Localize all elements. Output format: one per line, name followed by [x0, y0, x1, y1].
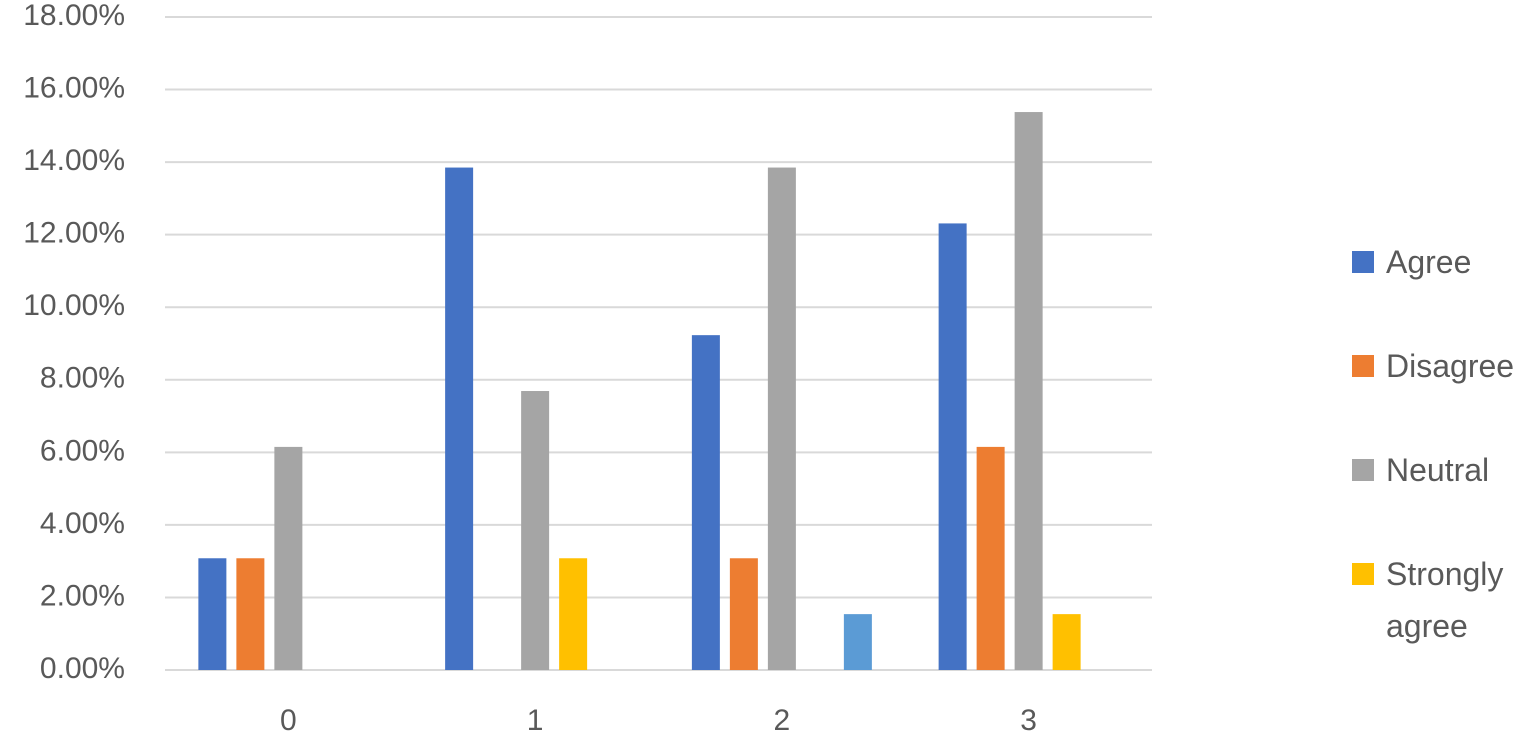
y-tick-label: 0.00%	[40, 652, 125, 685]
x-tick-label: 0	[280, 704, 297, 737]
x-tick-label: 2	[774, 704, 791, 737]
bar	[729, 558, 758, 670]
legend-item: Neutral	[1352, 444, 1535, 496]
legend-label: Agree	[1386, 244, 1472, 280]
legend-swatch	[1352, 355, 1374, 377]
y-tick-label: 14.00%	[23, 144, 125, 177]
bar	[198, 558, 227, 670]
legend-item: Disagree	[1352, 340, 1535, 392]
legend-swatch	[1352, 459, 1374, 481]
bar	[521, 391, 550, 670]
bar	[843, 614, 872, 670]
legend-label: Strongly agree	[1386, 556, 1504, 644]
y-tick-label: 6.00%	[40, 434, 125, 467]
legend-swatch	[1352, 251, 1374, 273]
bar	[236, 558, 265, 670]
y-tick-label: 18.00%	[23, 0, 125, 32]
bar	[1014, 112, 1043, 670]
bar	[767, 167, 796, 670]
bar	[445, 167, 474, 670]
bar	[938, 223, 967, 670]
y-tick-label: 12.00%	[23, 217, 125, 250]
x-tick-label: 3	[1020, 704, 1037, 737]
legend-label: Neutral	[1386, 452, 1490, 488]
legend-swatch	[1352, 563, 1374, 585]
legend-item: Agree	[1352, 236, 1535, 288]
y-tick-label: 2.00%	[40, 579, 125, 612]
bar	[274, 446, 303, 670]
y-tick-label: 4.00%	[40, 507, 125, 540]
y-tick-label: 16.00%	[23, 71, 125, 104]
bar	[691, 335, 720, 670]
bar	[1052, 614, 1081, 670]
bar	[559, 558, 588, 670]
y-tick-label: 8.00%	[40, 362, 125, 395]
bar	[976, 446, 1005, 670]
legend-label: Disagree	[1386, 348, 1515, 384]
x-tick-label: 1	[527, 704, 544, 737]
legend-item: Strongly agree	[1352, 548, 1535, 652]
y-tick-label: 10.00%	[23, 289, 125, 322]
